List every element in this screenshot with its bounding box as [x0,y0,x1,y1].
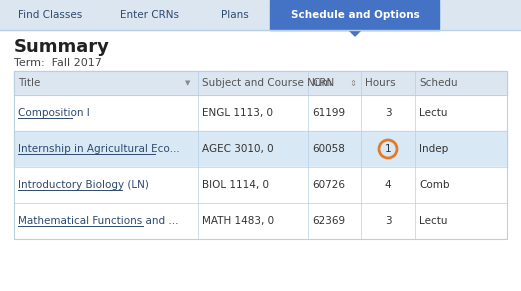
Text: Find Classes: Find Classes [18,10,82,20]
Text: CRN: CRN [312,78,334,88]
Text: 3: 3 [384,108,391,118]
Bar [14,167,507,203]
Text: BIOL 1114, 0: BIOL 1114, 0 [202,180,269,190]
Text: Composition I: Composition I [18,108,90,118]
Text: MATH 1483, 0: MATH 1483, 0 [202,216,274,226]
Bar [14,71,507,95]
Text: 62369: 62369 [312,216,345,226]
Text: Schedu: Schedu [419,78,457,88]
Text: ENGL 1113, 0: ENGL 1113, 0 [202,108,273,118]
Text: 3: 3 [384,216,391,226]
Bar [270,0,439,30]
Text: Plans: Plans [221,10,249,20]
Text: Hours: Hours [365,78,395,88]
Text: Lectu: Lectu [419,216,448,226]
Text: AGEC 3010, 0: AGEC 3010, 0 [202,144,274,154]
Text: Summary: Summary [14,38,110,56]
Bar [0,0,521,30]
Text: 4: 4 [384,180,391,190]
Text: Indep: Indep [419,144,448,154]
Text: Internship in Agricultural Eco...: Internship in Agricultural Eco... [18,144,180,154]
Text: Term:  Fall 2017: Term: Fall 2017 [14,58,102,68]
Text: Comb: Comb [419,180,450,190]
Bar [14,203,507,239]
Text: 60058: 60058 [312,144,345,154]
Text: Enter CRNs: Enter CRNs [120,10,180,20]
Bar [14,95,507,131]
Bar [14,131,507,167]
Text: ⇕: ⇕ [350,79,356,88]
Text: Subject and Course Num: Subject and Course Num [202,78,332,88]
Text: Schedule and Options: Schedule and Options [291,10,419,20]
Text: 61199: 61199 [312,108,345,118]
Bar [0,30,521,291]
Text: ▼: ▼ [185,80,191,86]
Text: Mathematical Functions and ...: Mathematical Functions and ... [18,216,179,226]
Bar [100,0,199,30]
Bar [200,0,269,30]
Text: 1: 1 [384,144,391,154]
Text: Lectu: Lectu [419,108,448,118]
Text: Introductory Biology (LN): Introductory Biology (LN) [18,180,149,190]
Bar [0,0,99,30]
Text: 60726: 60726 [312,180,345,190]
Polygon shape [349,30,361,36]
Text: Title: Title [18,78,40,88]
